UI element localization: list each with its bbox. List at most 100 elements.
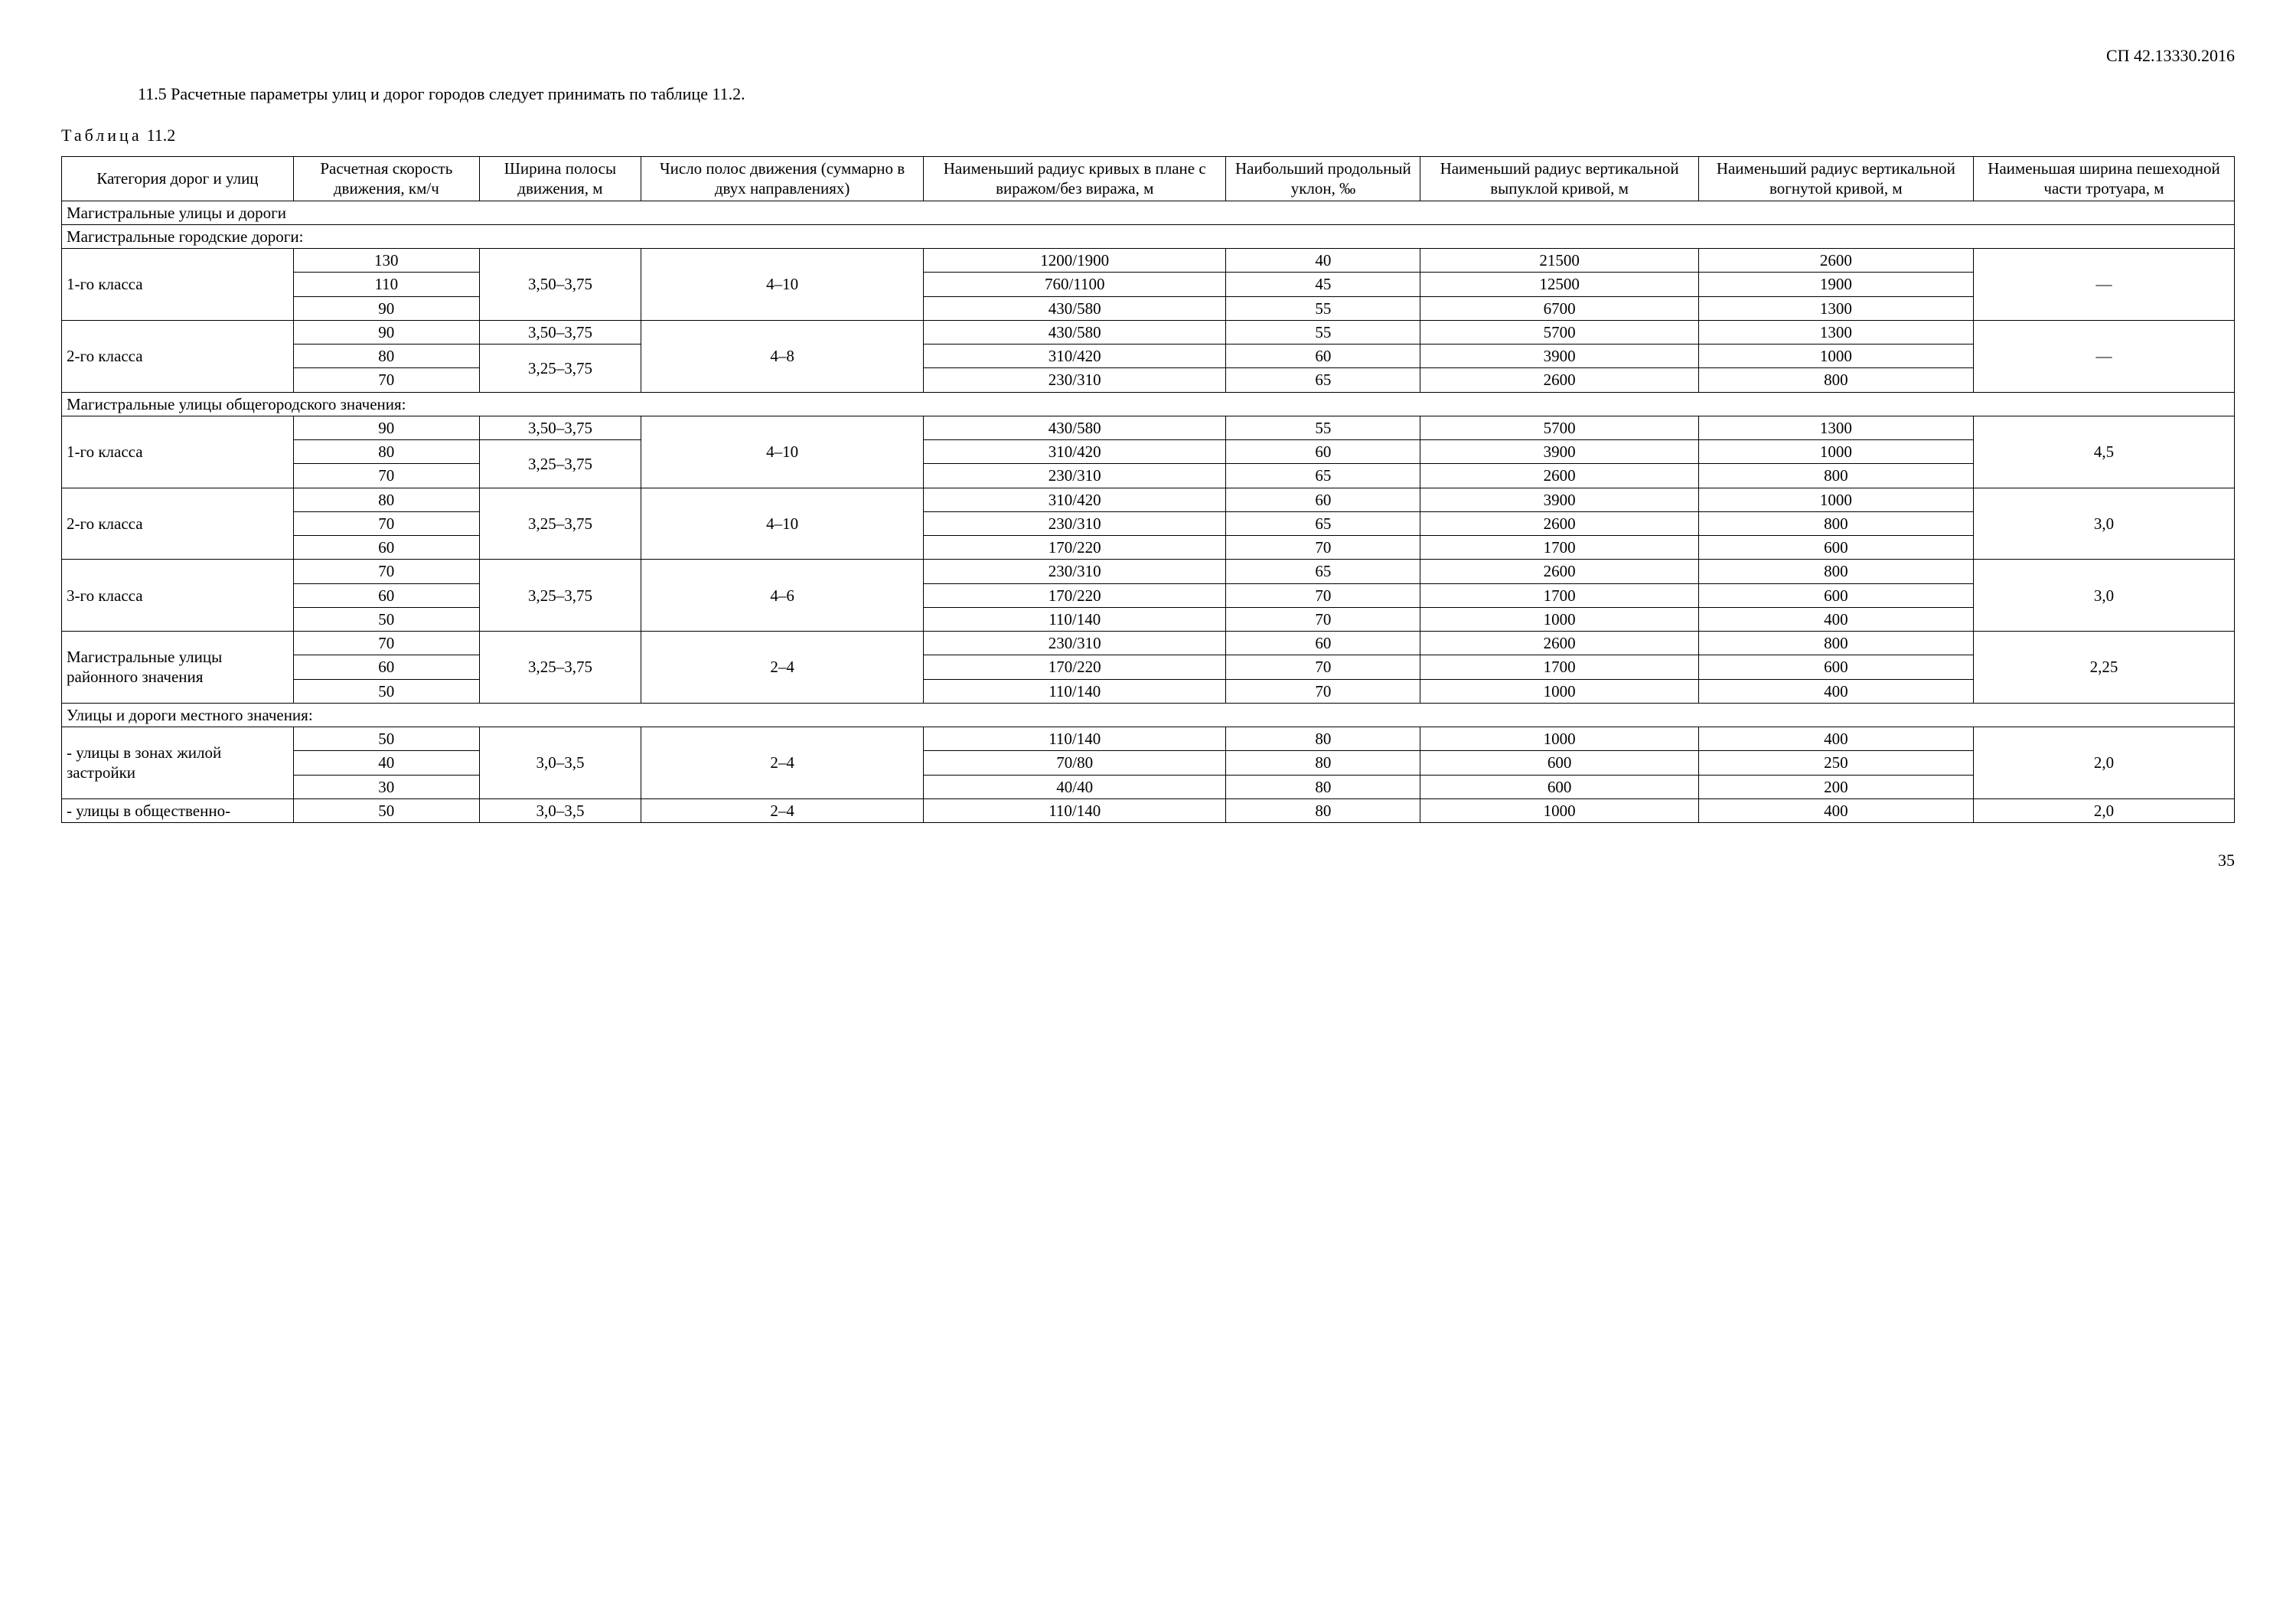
cell: 70: [1226, 536, 1420, 560]
table-row: 80 3,25–3,75 310/420 60 3900 1000: [62, 345, 2235, 368]
cell: 80: [1226, 775, 1420, 798]
cell: 230/310: [924, 511, 1226, 535]
cell: 170/220: [924, 583, 1226, 607]
cell: 170/220: [924, 536, 1226, 560]
table-label: Таблица11.2: [61, 126, 2235, 145]
cell: 600: [1698, 536, 1973, 560]
cell: 60: [1226, 488, 1420, 511]
cell: 3,25–3,75: [479, 560, 641, 632]
cell: 80: [1226, 798, 1420, 822]
cell: 2–4: [641, 727, 924, 799]
section-label: Улицы и дороги местного значения:: [62, 703, 2235, 727]
cell: 800: [1698, 511, 1973, 535]
cell: 45: [1226, 273, 1420, 296]
cell: 310/420: [924, 440, 1226, 464]
cell: 3,0–3,5: [479, 727, 641, 799]
cell: 60: [293, 583, 479, 607]
table-row: Магистральные улицы районного значения 7…: [62, 632, 2235, 655]
col-concave: Наименьший радиус вертикальной вогнутой …: [1698, 157, 1973, 201]
category-cell: Магистральные улицы районного значения: [62, 632, 294, 704]
cell: 1000: [1420, 607, 1698, 631]
cell: 40: [293, 751, 479, 775]
table-row: 2-го класса 80 3,25–3,75 4–10 310/420 60…: [62, 488, 2235, 511]
table-row: 60 170/220 70 1700 600: [62, 583, 2235, 607]
category-cell: 1-го класса: [62, 249, 294, 321]
table-row: - улицы в зонах жилой застройки 50 3,0–3…: [62, 727, 2235, 751]
cell: 90: [293, 320, 479, 344]
cell: 4,5: [1973, 416, 2234, 488]
cell: 1000: [1698, 488, 1973, 511]
cell: —: [1973, 320, 2234, 392]
table-row: 50 110/140 70 1000 400: [62, 607, 2235, 631]
cell: 4–6: [641, 560, 924, 632]
cell: 80: [293, 488, 479, 511]
cell: 1000: [1698, 345, 1973, 368]
table-row: 3-го класса 70 3,25–3,75 4–6 230/310 65 …: [62, 560, 2235, 583]
cell: 40: [1226, 249, 1420, 273]
cell: 3900: [1420, 440, 1698, 464]
cell: 70: [1226, 607, 1420, 631]
cell: 2,0: [1973, 798, 2234, 822]
cell: 3900: [1420, 488, 1698, 511]
cell: 12500: [1420, 273, 1698, 296]
cell: 230/310: [924, 464, 1226, 488]
cell: 50: [293, 679, 479, 703]
cell: 430/580: [924, 296, 1226, 320]
cell: 430/580: [924, 416, 1226, 439]
cell: 200: [1698, 775, 1973, 798]
category-cell: 2-го класса: [62, 320, 294, 392]
cell: 1700: [1420, 655, 1698, 679]
cell: 60: [1226, 345, 1420, 368]
cell: 55: [1226, 320, 1420, 344]
cell: 80: [1226, 751, 1420, 775]
table-row: 60 170/220 70 1700 600: [62, 536, 2235, 560]
section-row: Магистральные городские дороги:: [62, 224, 2235, 248]
header-row: Категория дорог и улиц Расчетная скорост…: [62, 157, 2235, 201]
table-row: 80 3,25–3,75 310/420 60 3900 1000: [62, 440, 2235, 464]
cell: 3,50–3,75: [479, 416, 641, 439]
cell: 1900: [1698, 273, 1973, 296]
table-row: 40 70/80 80 600 250: [62, 751, 2235, 775]
cell: 600: [1698, 583, 1973, 607]
cell: 70: [293, 464, 479, 488]
col-pedestrian: Наименьшая ширина пешеходной части троту…: [1973, 157, 2234, 201]
col-slope: Наибольший продольный уклон, ‰: [1226, 157, 1420, 201]
category-cell: - улицы в зонах жилой застройки: [62, 727, 294, 799]
cell: 65: [1226, 560, 1420, 583]
section-label: Магистральные городские дороги:: [62, 224, 2235, 248]
cell: 3,0–3,5: [479, 798, 641, 822]
cell: 130: [293, 249, 479, 273]
cell: 800: [1698, 464, 1973, 488]
cell: 60: [293, 536, 479, 560]
cell: 110/140: [924, 798, 1226, 822]
table-row: 110 760/1100 45 12500 1900: [62, 273, 2235, 296]
cell: 2600: [1698, 249, 1973, 273]
cell: 1200/1900: [924, 249, 1226, 273]
col-speed: Расчетная скорость движения, км/ч: [293, 157, 479, 201]
cell: 90: [293, 416, 479, 439]
cell: 3,25–3,75: [479, 345, 641, 393]
cell: 3,25–3,75: [479, 440, 641, 488]
cell: 2–4: [641, 632, 924, 704]
cell: 4–10: [641, 488, 924, 560]
col-width: Ширина полосы движения, м: [479, 157, 641, 201]
cell: 2600: [1420, 560, 1698, 583]
cell: 40/40: [924, 775, 1226, 798]
cell: 80: [293, 440, 479, 464]
table-row: 70 230/310 65 2600 800: [62, 464, 2235, 488]
cell: 70: [1226, 679, 1420, 703]
cell: 600: [1420, 751, 1698, 775]
cell: 70: [293, 632, 479, 655]
cell: 50: [293, 607, 479, 631]
cell: 55: [1226, 416, 1420, 439]
cell: 110: [293, 273, 479, 296]
section-row: Магистральные улицы общегородского значе…: [62, 392, 2235, 416]
cell: 310/420: [924, 488, 1226, 511]
cell: 3,50–3,75: [479, 249, 641, 321]
cell: 21500: [1420, 249, 1698, 273]
cell: 3,50–3,75: [479, 320, 641, 344]
cell: 2–4: [641, 798, 924, 822]
cell: 310/420: [924, 345, 1226, 368]
cell: 110/140: [924, 679, 1226, 703]
parameters-table: Категория дорог и улиц Расчетная скорост…: [61, 156, 2235, 823]
